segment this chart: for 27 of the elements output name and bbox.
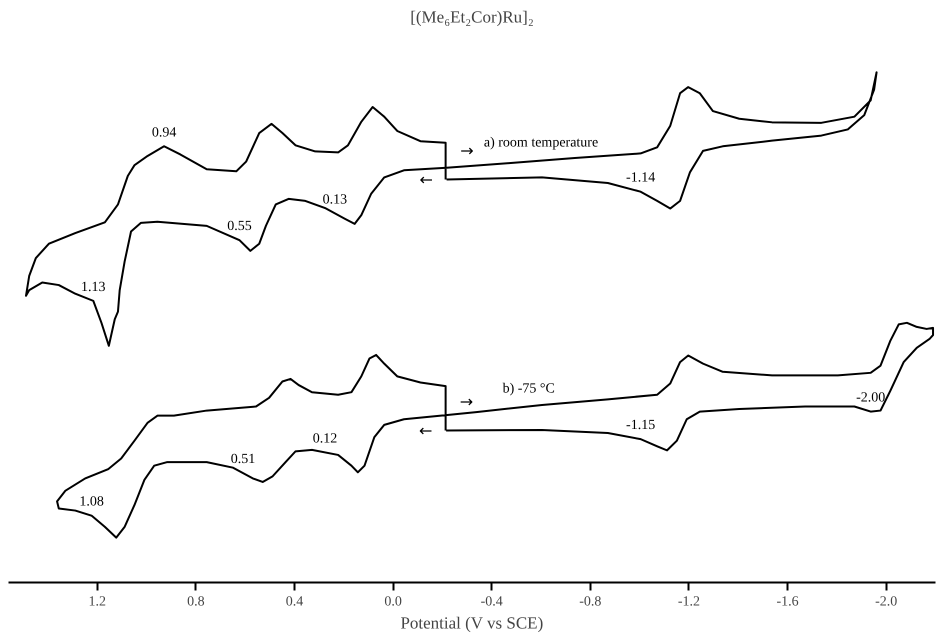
annotation: 0.51 — [230, 452, 256, 468]
annotation: -2.00 — [856, 390, 886, 406]
annotation: → — [460, 140, 474, 160]
annotation: ← — [419, 420, 432, 440]
x-tick-label: -1.2 — [678, 594, 700, 610]
annotation: -1.15 — [626, 418, 656, 434]
x-tick-label: 0.8 — [187, 594, 205, 610]
x-tick-label: -0.4 — [480, 594, 503, 610]
annotation: 0.13 — [322, 192, 348, 208]
x-tick-label: 0.0 — [384, 594, 402, 610]
x-tick-label: 1.2 — [88, 594, 106, 610]
annotation: a) room temperature — [484, 136, 598, 151]
annotation: → — [460, 392, 474, 411]
annotation: 0.94 — [152, 125, 176, 140]
x-axis-title: Potential (V vs SCE) — [400, 614, 544, 632]
annotation: 0.12 — [312, 431, 338, 446]
x-tick-label: -2.0 — [875, 594, 898, 610]
x-tick-label: -1.6 — [776, 594, 799, 610]
annotation: 1.08 — [79, 494, 104, 510]
annotation: 0.55 — [227, 219, 252, 234]
x-tick-label: -0.8 — [579, 594, 602, 610]
annotation: 1.13 — [81, 280, 106, 295]
annotation: ← — [420, 170, 433, 189]
x-tick-label: 0.4 — [286, 594, 304, 610]
annotation: b) -75 °C — [502, 381, 555, 396]
annotation: -1.14 — [626, 170, 656, 186]
chart-title: [(Me₆Et₂Cor)Ru]₂ — [410, 8, 534, 26]
